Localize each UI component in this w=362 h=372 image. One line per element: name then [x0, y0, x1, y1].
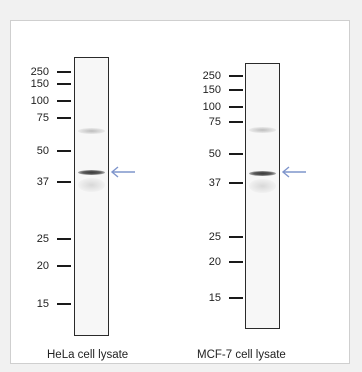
blot-figure: 250 150 100 75 50 37 25 20 — [10, 20, 350, 364]
marker-label: 15 — [36, 298, 49, 310]
marker-tick — [229, 297, 243, 299]
marker-15: 15 — [181, 292, 243, 304]
marker-label: 100 — [202, 101, 221, 113]
hela-panel: 250 150 100 75 50 37 25 20 — [11, 21, 181, 363]
marker-label: 50 — [36, 145, 49, 157]
marker-37: 37 — [181, 177, 243, 189]
marker-25: 25 — [11, 233, 71, 245]
marker-label: 100 — [30, 95, 49, 107]
target-band — [249, 171, 276, 176]
marker-100: 100 — [181, 101, 243, 113]
marker-tick — [229, 261, 243, 263]
marker-tick — [57, 83, 71, 85]
faint-band — [249, 127, 276, 133]
marker-75: 75 — [181, 116, 243, 128]
marker-tick — [57, 150, 71, 152]
marker-tick — [57, 71, 71, 73]
marker-label: 25 — [36, 233, 49, 245]
marker-label: 250 — [30, 66, 49, 78]
left-arrow-icon — [110, 166, 135, 178]
marker-tick — [229, 182, 243, 184]
marker-tick — [57, 238, 71, 240]
marker-tick — [229, 89, 243, 91]
marker-tick — [229, 153, 243, 155]
marker-15: 15 — [11, 298, 71, 310]
marker-150: 150 — [181, 84, 243, 96]
marker-tick — [57, 303, 71, 305]
marker-tick — [229, 236, 243, 238]
marker-150: 150 — [11, 78, 71, 90]
hela-blot-lane — [74, 57, 109, 336]
marker-tick — [57, 181, 71, 183]
marker-label: 20 — [36, 260, 49, 272]
marker-label: 75 — [208, 116, 221, 128]
marker-20: 20 — [181, 256, 243, 268]
marker-label: 75 — [36, 112, 49, 124]
marker-label: 37 — [208, 177, 221, 189]
marker-25: 25 — [181, 231, 243, 243]
mcf7-panel: 250 150 100 75 50 37 25 20 — [181, 21, 351, 363]
marker-100: 100 — [11, 95, 71, 107]
marker-label: 25 — [208, 231, 221, 243]
marker-label: 37 — [36, 176, 49, 188]
faint-band — [78, 128, 105, 134]
target-band — [78, 170, 105, 175]
marker-tick — [57, 117, 71, 119]
marker-50: 50 — [11, 145, 71, 157]
marker-label: 250 — [202, 70, 221, 82]
marker-tick — [229, 106, 243, 108]
smear-band — [249, 179, 276, 193]
marker-label: 15 — [208, 292, 221, 304]
hela-caption: HeLa cell lysate — [47, 349, 129, 361]
smear-band — [78, 178, 105, 192]
marker-label: 150 — [30, 78, 49, 90]
marker-20: 20 — [11, 260, 71, 272]
marker-75: 75 — [11, 112, 71, 124]
marker-tick — [229, 75, 243, 77]
marker-label: 150 — [202, 84, 221, 96]
marker-tick — [229, 121, 243, 123]
left-arrow-icon — [281, 166, 306, 178]
marker-label: 20 — [208, 256, 221, 268]
marker-250: 250 — [11, 66, 71, 78]
mcf7-caption: MCF-7 cell lysate — [197, 349, 286, 361]
marker-250: 250 — [181, 70, 243, 82]
marker-tick — [57, 265, 71, 267]
marker-37: 37 — [11, 176, 71, 188]
marker-50: 50 — [181, 148, 243, 160]
mcf7-blot-lane — [245, 63, 280, 329]
marker-tick — [57, 100, 71, 102]
marker-label: 50 — [208, 148, 221, 160]
